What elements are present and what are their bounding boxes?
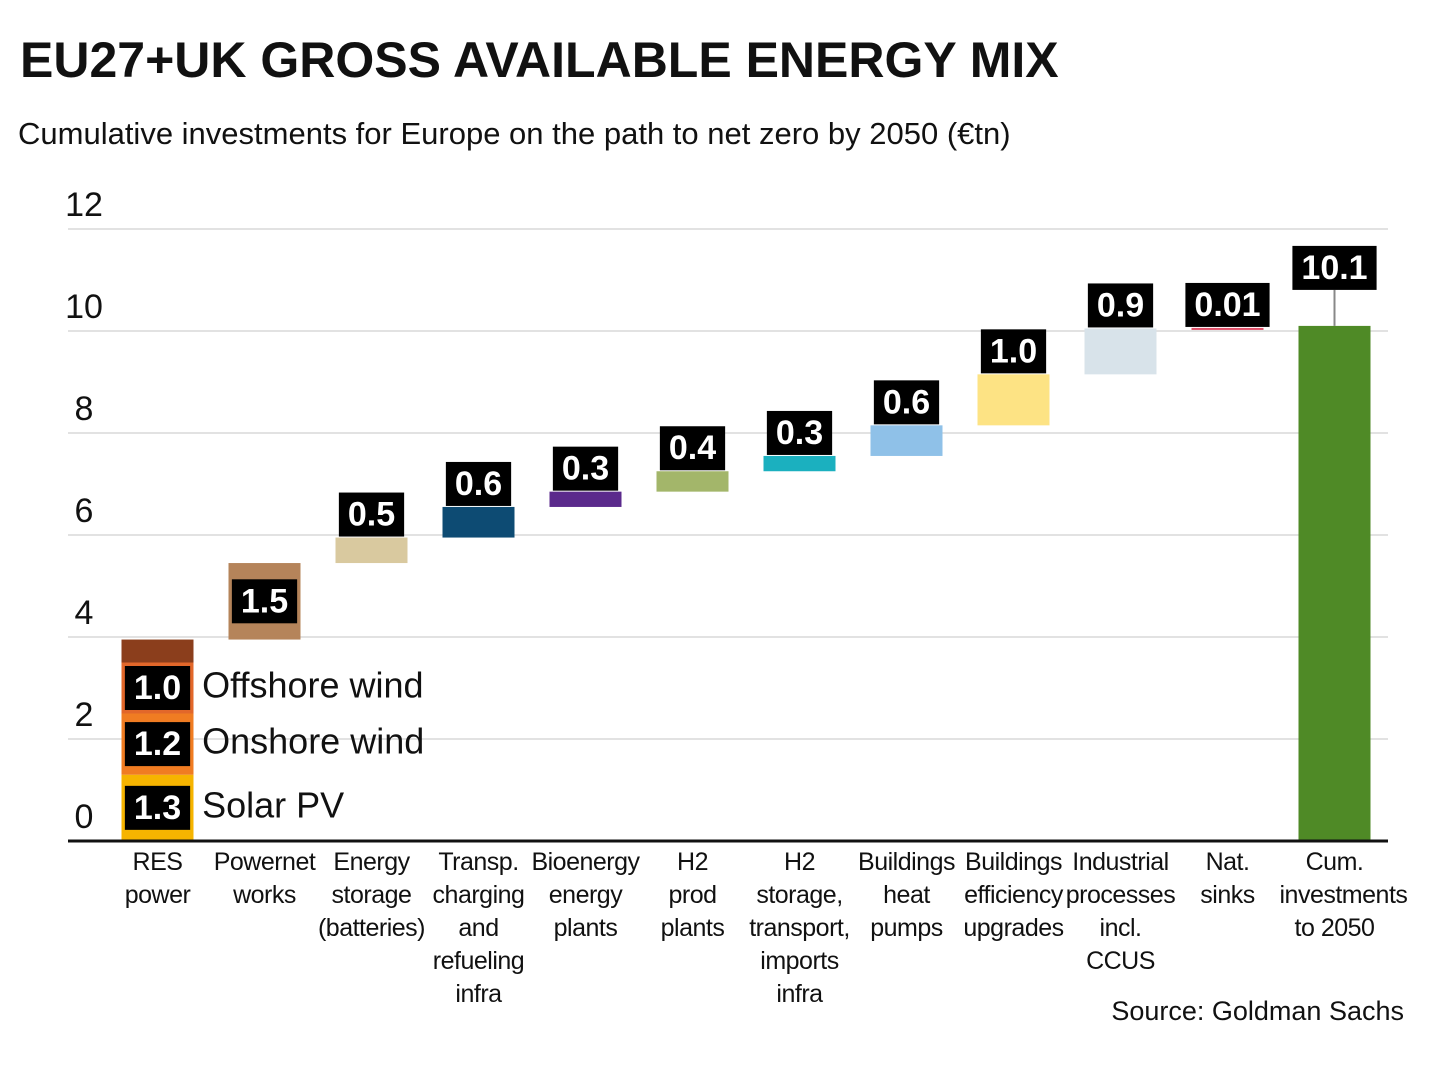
value-label-box (1292, 245, 1377, 290)
x-tick-label: Buildings heat pumps (858, 848, 955, 942)
value-label-box (445, 461, 512, 506)
chart-subtitle: Cumulative investments for Europe on the… (18, 116, 1011, 151)
value-label: 0.4 (669, 429, 716, 467)
value-label: 1.5 (241, 582, 288, 620)
value-label: 0.9 (1097, 286, 1144, 324)
value-label-box (659, 426, 726, 471)
bar-segment (870, 425, 943, 456)
value-label-box (980, 329, 1047, 374)
segment-name: Solar PV (202, 784, 344, 825)
bar-segment (442, 506, 515, 538)
x-tick-label: Nat. sinks (1200, 848, 1255, 909)
x-tick-label: H2 storage, transport, imports infra (749, 848, 850, 1008)
chart-title: EU27+UK GROSS AVAILABLE ENERGY MIX (20, 32, 1059, 88)
bar-segment (335, 537, 408, 564)
bar-segment (1191, 327, 1264, 330)
value-label: 0.6 (883, 383, 930, 421)
bar-segment (121, 639, 194, 663)
y-tick-label: 4 (75, 594, 94, 632)
x-tick-label: Cum. investments to 2050 (1279, 848, 1408, 942)
bar-segment (549, 491, 622, 507)
y-tick-label: 10 (65, 288, 103, 326)
segment-name: Offshore wind (202, 665, 423, 706)
value-label-box (124, 666, 191, 710)
source: Source: Goldman Sachs (1111, 996, 1404, 1026)
y-tick-label: 8 (75, 390, 94, 428)
segment-name: Onshore wind (202, 721, 424, 762)
value-label-box (1185, 282, 1270, 327)
value-label-box (873, 380, 940, 425)
bar-segment (656, 471, 729, 492)
value-label: 0.3 (562, 450, 609, 488)
value-label: 0.01 (1194, 286, 1260, 324)
x-tick-label: Energy storage (batteries) (317, 848, 426, 942)
value-label: 10.1 (1301, 249, 1367, 287)
value-label-box (124, 785, 191, 830)
value-label-box (231, 579, 298, 624)
y-tick-label: 12 (65, 186, 103, 224)
bar-segment (977, 374, 1050, 426)
bar-segment (1084, 328, 1157, 375)
value-label-box (124, 722, 191, 767)
value-label: 0.3 (776, 414, 823, 452)
y-tick-label: 2 (75, 696, 94, 734)
x-tick-label: Buildings efficiency upgrades (963, 848, 1064, 942)
x-tick-label: Powernet works (213, 848, 316, 909)
value-label-box (552, 446, 619, 491)
y-tick-label: 6 (75, 492, 94, 530)
y-tick-label: 0 (75, 798, 94, 836)
value-label: 1.0 (990, 332, 1037, 370)
value-label-box (1087, 283, 1154, 328)
x-tick-label: Transp. charging and refueling infra (432, 848, 525, 1008)
value-label: 0.6 (455, 465, 502, 503)
value-label-box (338, 492, 405, 537)
value-label: 1.2 (134, 725, 181, 763)
value-label: 1.0 (134, 669, 181, 707)
x-tick-label: Industrial processes incl. CCUS (1065, 848, 1176, 975)
bar-segment (763, 455, 836, 472)
x-tick-label: H2 prod plants (660, 848, 725, 942)
value-label: 1.3 (134, 789, 181, 827)
value-label-box (766, 410, 833, 455)
total-bar (1298, 325, 1371, 841)
x-tick-label: Bioenergy energy plants (531, 848, 640, 942)
x-tick-label: RES power (124, 848, 191, 909)
value-label: 0.5 (348, 496, 395, 534)
